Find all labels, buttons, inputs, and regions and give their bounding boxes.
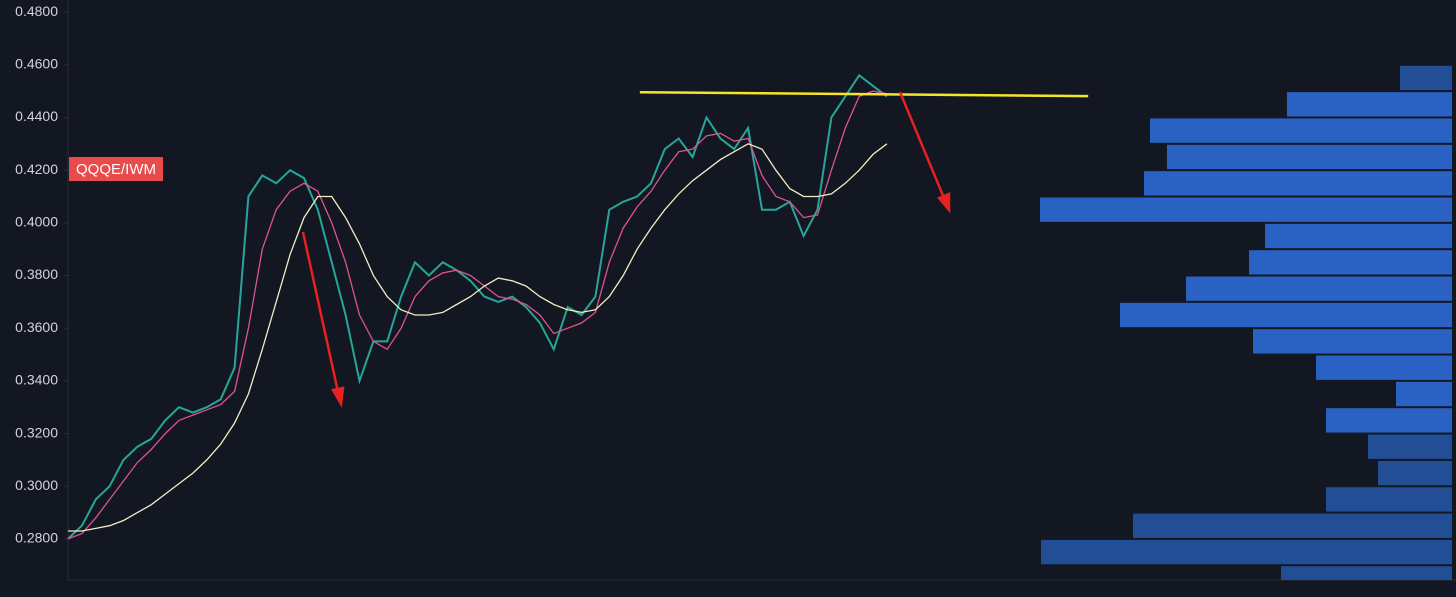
volume-profile-bar xyxy=(1378,460,1452,486)
volume-profile-bar xyxy=(1326,408,1452,433)
arrow-head xyxy=(331,386,345,408)
y-tick-label: 0.4200 xyxy=(15,161,58,177)
y-tick-label: 0.2800 xyxy=(15,530,58,546)
y-tick-label: 0.4600 xyxy=(15,55,58,71)
symbol-label-box xyxy=(69,157,163,181)
volume-profile-bar xyxy=(1316,355,1452,380)
resistance-line xyxy=(639,90,1089,98)
y-tick-label: 0.4000 xyxy=(15,214,58,230)
volume-profile-bar xyxy=(1186,276,1452,301)
volume-profile-bar xyxy=(1326,487,1452,512)
plot-area xyxy=(67,65,1452,580)
y-tick-label: 0.4400 xyxy=(15,108,58,124)
volume-profile-bar xyxy=(1253,329,1452,354)
y-tick-label: 0.3600 xyxy=(15,319,58,335)
series-line xyxy=(68,143,888,532)
series-line xyxy=(67,73,888,540)
y-tick-label: 0.3200 xyxy=(15,424,58,440)
volume-profile-bar xyxy=(1144,171,1452,196)
volume-profile-bar xyxy=(1281,566,1452,580)
volume-profile-bar xyxy=(1287,92,1452,117)
volume-profile-bar xyxy=(1150,118,1452,143)
arrow xyxy=(898,91,946,199)
y-tick-label: 0.3000 xyxy=(15,477,58,493)
y-tick-label: 0.3400 xyxy=(15,372,58,388)
volume-profile-bar xyxy=(1120,302,1452,328)
volume-profile-bar xyxy=(1167,144,1452,170)
volume-profile-bar xyxy=(1396,381,1452,407)
symbol-label: QQQE/IWM xyxy=(76,161,156,178)
volume-profile-bar xyxy=(1249,250,1452,275)
y-tick-label: 0.3800 xyxy=(15,266,58,282)
volume-profile-bar xyxy=(1133,513,1452,538)
y-tick-label: 0.4800 xyxy=(15,3,58,19)
volume-profile-bar xyxy=(1040,197,1452,222)
annotation-arrows xyxy=(301,91,951,408)
volume-profile-bar xyxy=(1400,65,1452,91)
volume-profile-bar xyxy=(1265,223,1452,249)
volume-profile-bar xyxy=(1368,434,1452,459)
arrow xyxy=(301,231,340,393)
volume-profile-bar xyxy=(1041,539,1452,565)
arrow-head xyxy=(936,192,951,214)
